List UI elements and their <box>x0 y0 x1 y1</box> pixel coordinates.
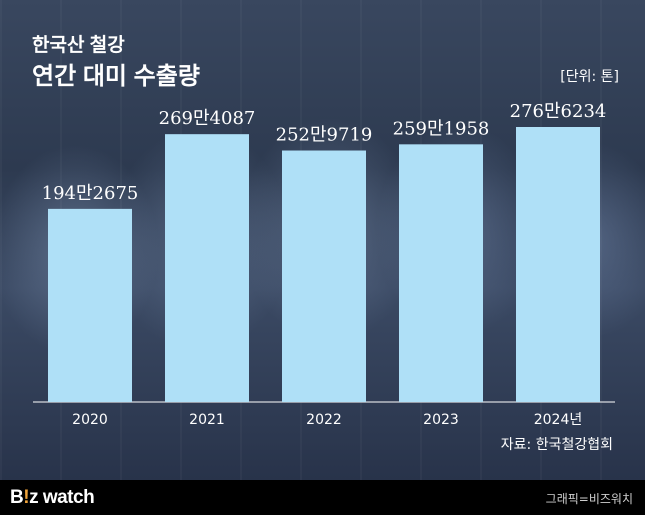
bizwatch-logo: B!z watch <box>10 487 95 508</box>
graphic-credit: 그래픽=비즈워치 <box>545 492 633 506</box>
footer-bar: B!z watch 그래픽=비즈워치 <box>0 480 645 515</box>
data-label-1: 269만4087 <box>159 108 256 129</box>
source-note: 자료: 한국철강협회 <box>500 437 613 453</box>
x-tick-1: 2021 <box>189 412 225 428</box>
data-label-3: 259만1958 <box>393 118 490 139</box>
bar-0 <box>48 208 132 402</box>
x-tick-0: 2020 <box>72 412 108 428</box>
x-tick-2: 2022 <box>306 412 342 428</box>
bar-1 <box>165 134 249 402</box>
data-label-0: 194만2675 <box>42 183 139 204</box>
bar-3 <box>399 144 483 402</box>
chart-title-line2: 연간 대미 수출량 <box>32 63 200 90</box>
bar-chart: 194만2675 2020 269만4087 2021 252만9719 2022 259만… <box>33 101 615 428</box>
data-label-2: 252만9719 <box>276 125 373 146</box>
bar-2 <box>282 150 366 402</box>
x-tick-3: 2023 <box>423 412 459 428</box>
unit-label: [단위: 톤] <box>560 69 619 85</box>
data-label-4: 276만6234 <box>510 101 607 122</box>
x-tick-4: 2024년 <box>534 412 583 428</box>
chart-title-line1: 한국산 철강 <box>32 35 125 56</box>
bar-4 <box>516 127 600 402</box>
